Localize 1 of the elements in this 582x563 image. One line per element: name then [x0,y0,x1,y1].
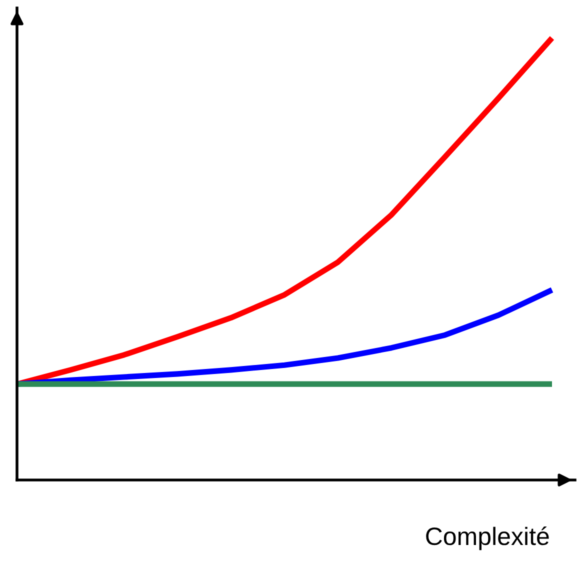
x-axis-title: Complexité [426,526,549,550]
